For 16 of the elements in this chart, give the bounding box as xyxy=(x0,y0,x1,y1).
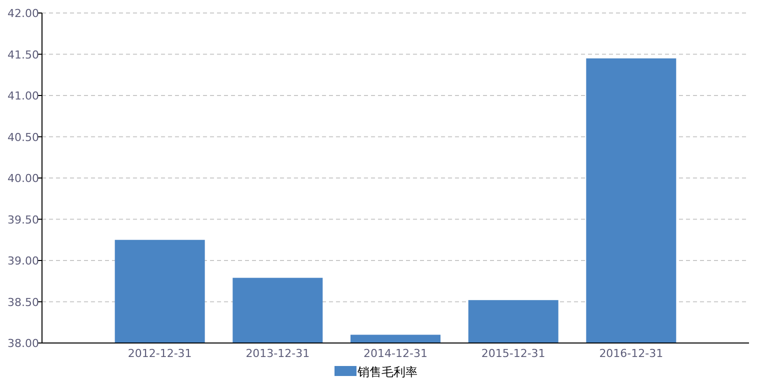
y-tick-label: 38.00 xyxy=(8,337,39,350)
y-tick-label: 38.50 xyxy=(8,296,39,309)
y-tick-label: 42.00 xyxy=(8,7,39,20)
legend: 销售毛利率 xyxy=(334,365,418,379)
x-tick-label: 2015-12-31 xyxy=(481,347,546,360)
x-tick-label: 2014-12-31 xyxy=(364,347,428,360)
x-tick-label: 2016-12-31 xyxy=(599,347,664,360)
x-tick-label: 2012-12-31 xyxy=(128,347,192,360)
y-tick-label: 39.00 xyxy=(8,254,39,268)
y-tick-label: 40.50 xyxy=(8,130,39,144)
x-tick-label: 2013-12-31 xyxy=(246,347,310,360)
y-tick-label: 39.50 xyxy=(8,213,39,226)
y-tick-label: 41.50 xyxy=(8,48,39,62)
legend-label: 销售毛利率 xyxy=(356,365,418,379)
y-tick-label: 41.00 xyxy=(8,90,39,102)
y-tick-label: 40.00 xyxy=(8,172,39,185)
